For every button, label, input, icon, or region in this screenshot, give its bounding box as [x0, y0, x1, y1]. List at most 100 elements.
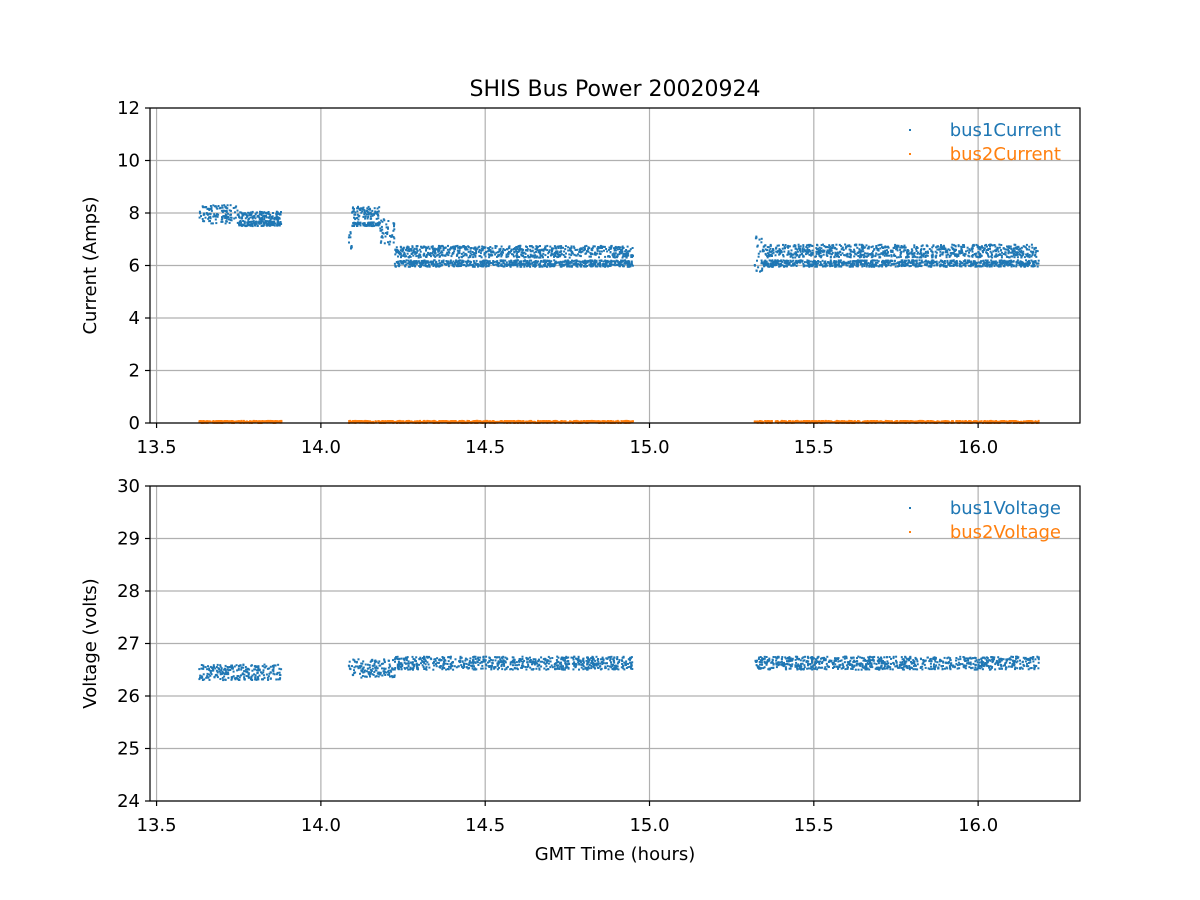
data-point — [763, 245, 766, 248]
data-point — [484, 420, 487, 423]
data-point — [775, 250, 778, 253]
data-point — [267, 220, 270, 223]
data-point — [845, 245, 848, 248]
data-point — [833, 262, 836, 265]
data-point — [808, 249, 811, 251]
data-point — [515, 255, 518, 258]
data-point — [470, 421, 473, 423]
data-point — [431, 260, 434, 263]
data-point — [1013, 252, 1016, 255]
data-point — [353, 421, 356, 424]
data-point — [550, 252, 553, 255]
data-point — [252, 421, 255, 424]
data-point — [611, 253, 614, 256]
data-point — [828, 249, 831, 251]
data-point — [539, 254, 542, 257]
data-point — [989, 243, 992, 246]
data-point — [1010, 247, 1013, 250]
data-point — [942, 265, 945, 268]
data-point — [489, 250, 492, 253]
data-point — [628, 260, 631, 263]
data-point — [777, 244, 780, 247]
data-point — [395, 246, 398, 249]
data-point — [1025, 248, 1028, 250]
data-point — [608, 246, 611, 249]
data-point — [969, 265, 972, 268]
data-point — [581, 250, 584, 253]
data-point — [629, 248, 632, 251]
data-point — [593, 262, 596, 265]
data-point — [1025, 243, 1028, 246]
data-point — [255, 222, 258, 225]
data-point — [416, 249, 419, 252]
data-point — [824, 265, 827, 268]
data-point — [979, 261, 982, 264]
data-point — [795, 265, 798, 267]
data-point — [757, 255, 760, 258]
data-point — [985, 264, 988, 267]
data-point — [1000, 256, 1003, 259]
data-point — [910, 248, 913, 251]
data-point — [368, 224, 371, 227]
data-point — [363, 213, 366, 216]
data-point — [347, 236, 350, 239]
data-point — [806, 252, 809, 255]
data-point — [486, 250, 489, 253]
data-point — [797, 261, 800, 263]
data-point — [229, 216, 232, 219]
data-point — [605, 248, 608, 250]
data-point — [387, 241, 389, 244]
data-point — [251, 217, 254, 220]
data-point — [255, 420, 258, 422]
data-point — [404, 260, 407, 263]
data-point — [861, 265, 864, 268]
data-point — [840, 245, 843, 248]
data-point — [369, 215, 372, 218]
data-point — [510, 259, 513, 262]
data-point — [805, 246, 808, 248]
data-point — [849, 253, 852, 256]
data-point — [898, 263, 901, 266]
data-point — [241, 216, 243, 219]
data-point — [856, 251, 859, 254]
data-point — [1000, 262, 1003, 265]
data-point — [471, 420, 474, 423]
data-point — [824, 264, 827, 267]
data-point — [858, 259, 861, 262]
data-point — [631, 247, 634, 249]
data-point — [508, 260, 511, 263]
data-point — [1022, 252, 1025, 255]
data-point — [623, 420, 626, 423]
data-point — [962, 254, 965, 256]
data-point — [442, 249, 445, 252]
data-point — [955, 260, 958, 263]
data-point — [966, 262, 968, 265]
data-point — [902, 250, 905, 253]
data-point — [784, 265, 787, 268]
data-point — [491, 247, 494, 250]
data-point — [1003, 265, 1006, 268]
data-point — [221, 211, 224, 213]
data-point — [510, 250, 513, 252]
data-point — [1002, 260, 1004, 263]
data-point — [516, 259, 519, 262]
data-point — [225, 220, 228, 223]
data-point — [572, 260, 575, 263]
data-point — [258, 216, 261, 219]
data-point — [436, 265, 439, 268]
data-point — [914, 265, 917, 268]
data-point — [548, 249, 551, 252]
data-point — [996, 248, 999, 251]
data-point — [429, 252, 432, 255]
data-point — [514, 259, 517, 262]
data-point — [198, 210, 201, 213]
data-point — [464, 421, 467, 424]
data-point — [446, 262, 449, 265]
data-point — [229, 420, 231, 423]
data-point — [529, 248, 532, 251]
data-point — [771, 252, 774, 255]
data-point — [443, 247, 446, 250]
data-point — [954, 263, 957, 266]
data-point — [482, 259, 485, 262]
data-point — [526, 262, 528, 265]
